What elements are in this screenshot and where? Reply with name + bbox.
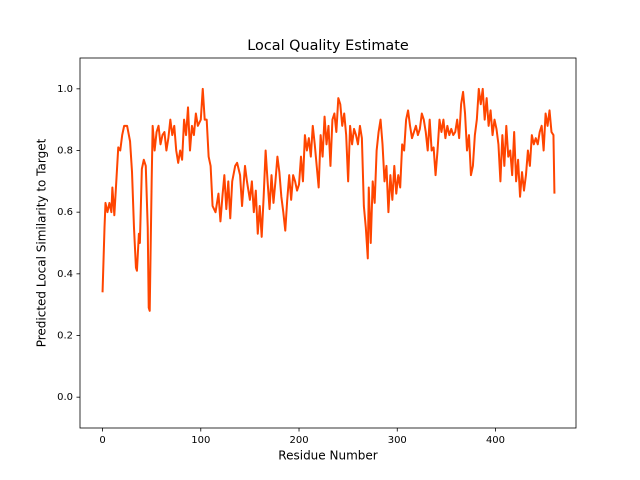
y-tick-label: 0.4 (57, 269, 73, 280)
y-tick-label: 1.0 (57, 84, 73, 95)
x-tick-label: 0 (99, 435, 105, 446)
chart-title: Local Quality Estimate (247, 38, 409, 54)
plot-area: 0 100 200 300 400 0.0 0.2 0.4 0.6 0.8 1.0 (57, 84, 556, 446)
x-axis-label: Residue Number (278, 449, 377, 463)
y-tick-label: 0.2 (57, 331, 73, 342)
data-line (101, 87, 556, 312)
x-tick-label: 300 (388, 435, 407, 446)
x-tick-label: 100 (191, 435, 210, 446)
x-tick-label: 200 (289, 435, 308, 446)
y-tick-label: 0.0 (57, 392, 73, 403)
y-tick-label: 0.8 (57, 146, 73, 157)
y-tick-label: 0.6 (57, 207, 73, 218)
axes-frame (79, 57, 577, 429)
x-tick-label: 400 (486, 435, 505, 446)
y-axis-label: Predicted Local Similarity to Target (35, 138, 49, 347)
